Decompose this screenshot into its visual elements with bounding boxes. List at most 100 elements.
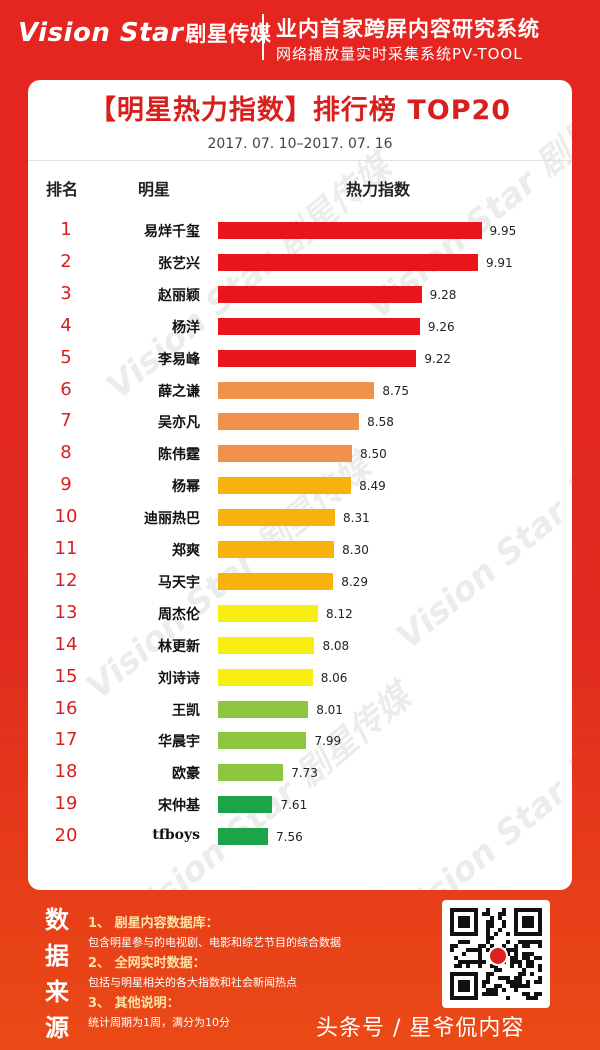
chart-bar [218,413,360,431]
ranking-card: Vision Star 剧星传媒 Vision Star 剧星传媒 Vision… [28,80,572,890]
value-label: 9.26 [427,319,455,334]
qr-module [506,940,510,944]
rank-label: 18 [54,761,78,783]
qr-module [470,960,474,964]
qr-module [526,956,530,960]
qr-module [522,944,526,948]
qr-module [486,928,490,932]
rank-label: 2 [60,250,72,272]
qr-module [482,984,486,988]
qr-module [538,980,542,984]
rank-label: 9 [60,474,72,496]
column-header-star: 明星 [138,180,171,199]
logo-text: Vision Star [18,18,184,48]
qr-module [514,944,518,948]
qr-module [486,980,490,984]
value-label: 8.12 [326,606,353,621]
qr-module [538,968,542,972]
qr-module [518,940,522,944]
chart-bar [218,253,478,271]
qr-module [522,992,526,996]
qr-module [502,920,506,924]
qr-module [462,940,466,944]
chart-bar [218,828,269,846]
qr-module [486,912,490,916]
qr-module [506,932,510,936]
qr-module [498,984,502,988]
qr-module [498,976,502,980]
rank-label: 8 [60,442,72,464]
header: Vision Star剧星传媒 业内首家跨屏内容研究系统 网络播放量实时采集系统… [0,0,600,75]
qr-module [522,972,526,976]
chart-bar [218,222,482,239]
qr-module [522,940,526,944]
rank-label: 19 [54,793,78,815]
rank-label: 17 [54,729,78,751]
qr-module [482,980,486,984]
qr-logo-icon [488,946,508,966]
logo-cn: 剧星传媒 [185,22,272,46]
qr-module [490,920,494,924]
qr-module [538,964,542,968]
qr-module [526,944,530,948]
qr-module [490,972,494,976]
note-body: 统计周期为1周，满分为10分 [88,1016,230,1029]
qr-module [486,940,490,944]
qr-module [534,992,538,996]
qr-module [530,996,534,1000]
rank-label: 15 [54,665,78,687]
rank-label: 4 [60,314,72,336]
qr-module [502,944,506,948]
qr-module [478,956,482,960]
data-source-char: 数 [45,906,69,934]
value-label: 8.01 [316,702,343,717]
data-source-label: 数 据 来 源 [42,902,72,1046]
qr-module [462,952,466,956]
qr-module [510,980,514,984]
qr-module [502,912,506,916]
qr-module [514,956,518,960]
value-label: 8.30 [342,543,369,557]
qr-module [486,976,490,980]
qr-module [518,984,522,988]
qr-module [490,964,494,968]
qr-module [486,992,490,996]
rank-label: 20 [54,825,78,847]
chart-bar [218,668,313,686]
note-body: 包含明星参与的电视剧、电影和综艺节目的综合数据 [88,936,341,949]
chart-bar [218,285,422,303]
qr-module [454,956,458,960]
header-slogan-sub: 网络播放量实时采集系统PV-TOOL [276,45,523,63]
note-title: 2、 全网实时数据： [88,956,206,971]
qr-module [518,976,522,980]
qr-module [526,960,530,964]
qr-module [486,972,490,976]
star-name: 陈伟霆 [158,447,200,464]
qr-module [478,960,482,964]
chart-bar [218,796,273,814]
qr-module [514,952,518,956]
star-name: 吴亦凡 [158,415,200,432]
qr-module [534,980,538,984]
value-label: 8.29 [341,574,368,589]
qr-module [530,940,534,944]
qr-module [490,988,494,992]
qr-module [458,964,462,968]
qr-module [450,944,454,948]
qr-module [530,960,534,964]
qr-module [526,984,530,988]
chart-bar [218,509,336,527]
value-label: 8.58 [367,415,394,430]
rank-label: 11 [54,538,78,559]
qr-module [486,948,490,952]
qr-module [490,916,494,920]
qr-module [526,952,530,956]
qr-module [526,980,530,984]
qr-module [538,940,542,944]
qr-finder [522,916,534,928]
brand-logo: Vision Star剧星传媒 [18,18,271,48]
qr-module [538,992,542,996]
qr-module [506,976,510,980]
qr-module [478,944,482,948]
